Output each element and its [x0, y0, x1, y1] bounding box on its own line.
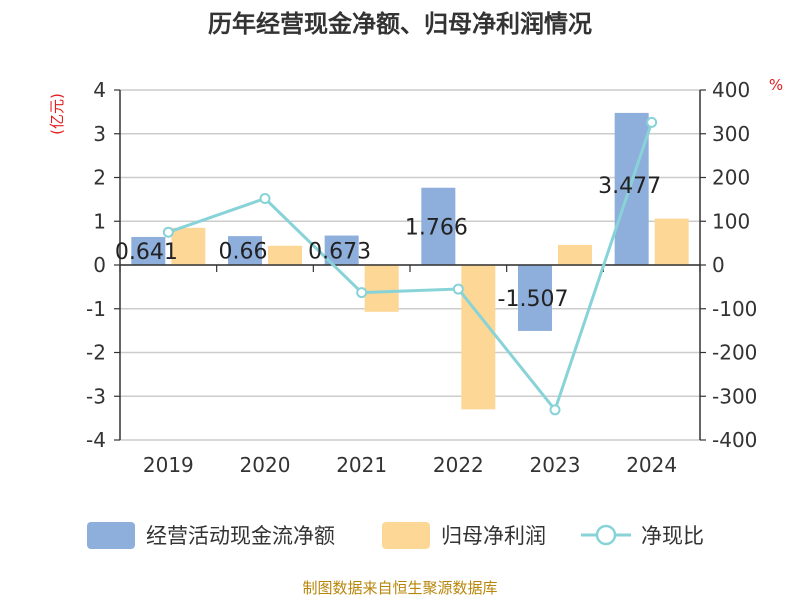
- left-tick-label: -1: [86, 297, 106, 321]
- tick-labels: 4 3 2 1 0 -1 -2 -3 -4 400 300 200 100 0 -100 -200 -300 -4…: [86, 78, 757, 477]
- ratio-point[interactable]: [646, 116, 658, 128]
- right-tick-label: 100: [712, 209, 750, 233]
- ratio-line-layer: [162, 116, 658, 416]
- ratio-point[interactable]: [452, 283, 464, 295]
- chart-title: 历年经营现金净额、归母净利润情况: [208, 10, 592, 38]
- cashflow-bar[interactable]: [131, 236, 166, 265]
- cashflow-bar[interactable]: [614, 112, 649, 265]
- bar-value-label: 3.477: [598, 174, 661, 199]
- legend-label-ratio: 净现比: [641, 524, 704, 548]
- net-profit-bar[interactable]: [364, 265, 399, 312]
- cashflow-bar[interactable]: [228, 236, 262, 265]
- left-tick-label: 3: [93, 122, 106, 146]
- left-tick-label: -2: [86, 341, 106, 365]
- right-tick-label: 200: [712, 166, 750, 190]
- right-axis-unit: %: [769, 76, 783, 94]
- ratio-point[interactable]: [549, 404, 561, 416]
- net-profit-bar[interactable]: [171, 227, 206, 265]
- bar-value-label: 0.673: [308, 239, 371, 264]
- bar-value-label: 0.66: [219, 240, 268, 265]
- legend-label-net-profit: 归母净利润: [441, 524, 546, 548]
- left-tick-label: -4: [86, 428, 106, 452]
- net-profit-bar[interactable]: [558, 244, 592, 265]
- right-tick-label: -100: [712, 297, 757, 321]
- category-label: 2019: [143, 453, 194, 477]
- category-label: 2020: [240, 453, 291, 477]
- left-axis-unit: (亿元): [48, 93, 66, 135]
- left-tick-label: 0: [93, 253, 106, 277]
- cashflow-bar[interactable]: [518, 265, 552, 331]
- legend-swatch-ratio-marker: [595, 524, 617, 546]
- ratio-point[interactable]: [356, 287, 368, 299]
- bar-value-label: 0.641: [115, 240, 178, 265]
- net-profit-bar[interactable]: [268, 245, 302, 265]
- bar-value-label: -1.507: [498, 287, 569, 312]
- data-labels: 0.641 0.66 0.673 1.766 -1.507 3.477: [115, 174, 661, 312]
- legend-label-cashflow: 经营活动现金流净额: [146, 524, 335, 548]
- bar-layer: [131, 112, 689, 410]
- net-profit-bar[interactable]: [654, 218, 689, 265]
- cashflow-bar[interactable]: [421, 187, 456, 265]
- right-tick-label: 400: [712, 78, 750, 102]
- source-note: 制图数据来自恒生聚源数据库: [302, 579, 497, 597]
- right-tick-label: 300: [712, 122, 750, 146]
- left-tick-label: 2: [93, 166, 106, 190]
- ratio-point[interactable]: [162, 226, 174, 238]
- legend-swatch-cashflow: [87, 522, 135, 549]
- ratio-point[interactable]: [259, 193, 271, 204]
- category-label: 2021: [336, 453, 387, 477]
- ratio-line[interactable]: [167, 121, 654, 413]
- legend[interactable]: 经营活动现金流净额 归母净利润 净现比: [87, 522, 704, 549]
- right-tick-label: -400: [712, 428, 757, 452]
- legend-swatch-net-profit: [382, 522, 430, 549]
- category-label: 2023: [530, 453, 581, 477]
- left-tick-label: 1: [93, 209, 106, 233]
- right-tick-label: -200: [712, 341, 757, 365]
- left-tick-label: 4: [93, 78, 106, 102]
- category-label: 2022: [433, 453, 484, 477]
- category-label: 2024: [626, 453, 677, 477]
- net-profit-bar[interactable]: [461, 265, 496, 410]
- right-tick-label: -300: [712, 384, 757, 408]
- bar-value-label: 1.766: [405, 215, 468, 240]
- right-tick-label: 0: [712, 253, 725, 277]
- left-tick-label: -3: [86, 384, 106, 408]
